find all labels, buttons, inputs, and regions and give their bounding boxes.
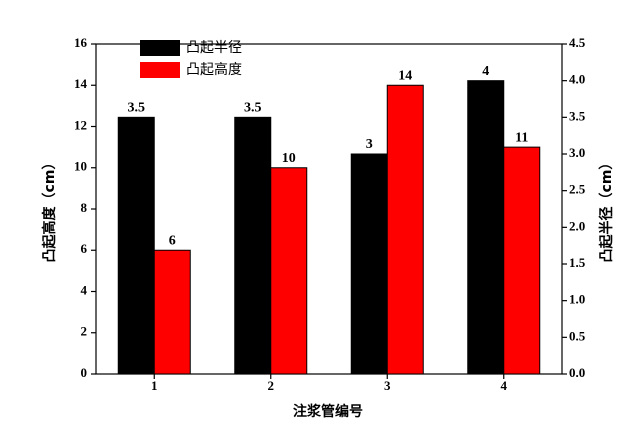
bar [234, 116, 272, 375]
y-tick-label: 8 [81, 200, 88, 215]
y-axis-label: 凸起高度（cm） [41, 156, 58, 263]
y-tick-label: 0 [81, 365, 88, 380]
legend-swatch [140, 40, 180, 56]
y-tick-label: 6 [81, 241, 88, 256]
bar [270, 167, 308, 375]
value-label: 6 [169, 233, 176, 248]
legend-label: 凸起半径 [186, 40, 242, 56]
bar [117, 116, 155, 375]
value-label: 3.5 [244, 101, 262, 116]
x-tick-label: 3 [384, 378, 391, 393]
x-axis-label: 注浆管编号 [293, 403, 363, 420]
bar [503, 146, 541, 375]
y-tick-label: 14 [74, 76, 88, 91]
value-label: 3.5 [128, 101, 146, 116]
bar [386, 84, 424, 375]
legend-label: 凸起高度 [186, 61, 242, 78]
value-label: 11 [515, 130, 528, 145]
y2-tick-label: 3.5 [569, 108, 586, 123]
bar [153, 249, 191, 375]
y2-tick-label: 0.5 [569, 328, 586, 343]
y2-tick-label: 2.5 [569, 182, 586, 197]
y-tick-label: 4 [81, 282, 88, 297]
x-tick-label: 2 [268, 378, 275, 393]
y2-tick-label: 4.0 [569, 72, 585, 87]
x-tick-label: 4 [501, 378, 508, 393]
bar [350, 153, 388, 375]
value-label: 10 [282, 151, 296, 166]
y-tick-label: 2 [81, 324, 88, 339]
value-label: 3 [366, 137, 373, 152]
y2-tick-label: 1.0 [569, 292, 585, 307]
y2-tick-label: 1.5 [569, 255, 586, 270]
legend-swatch [140, 62, 180, 78]
y2-tick-label: 0.0 [569, 365, 585, 380]
y-tick-label: 12 [74, 117, 87, 132]
y2-tick-label: 2.0 [569, 218, 585, 233]
x-tick-label: 1 [151, 378, 158, 393]
y2-tick-label: 3.0 [569, 145, 585, 160]
y2-axis-label: 凸起半径（cm） [598, 156, 615, 263]
value-label: 14 [398, 68, 412, 83]
bar [467, 80, 505, 375]
y-tick-label: 10 [74, 159, 87, 174]
y2-tick-label: 4.5 [569, 35, 586, 50]
y-tick-label: 16 [74, 35, 88, 50]
value-label: 4 [482, 64, 489, 79]
